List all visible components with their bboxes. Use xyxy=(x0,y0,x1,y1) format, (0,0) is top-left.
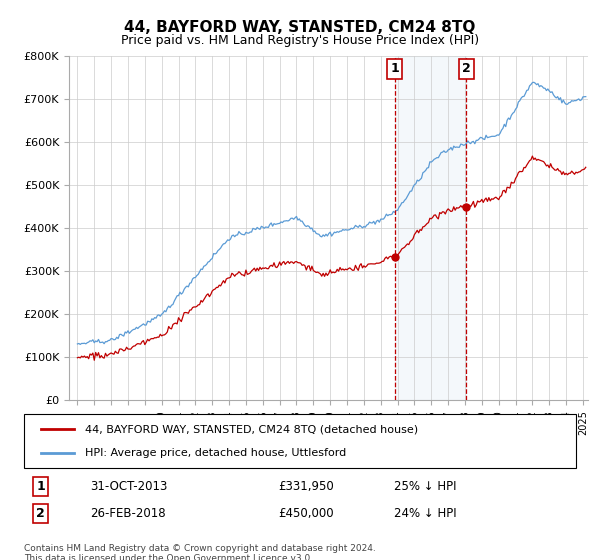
Text: 44, BAYFORD WAY, STANSTED, CM24 8TQ: 44, BAYFORD WAY, STANSTED, CM24 8TQ xyxy=(124,20,476,35)
Text: Contains HM Land Registry data © Crown copyright and database right 2024.
This d: Contains HM Land Registry data © Crown c… xyxy=(24,544,376,560)
Text: 25% ↓ HPI: 25% ↓ HPI xyxy=(394,480,457,493)
Text: £331,950: £331,950 xyxy=(278,480,334,493)
Text: Price paid vs. HM Land Registry's House Price Index (HPI): Price paid vs. HM Land Registry's House … xyxy=(121,34,479,46)
Text: HPI: Average price, detached house, Uttlesford: HPI: Average price, detached house, Uttl… xyxy=(85,447,346,458)
Text: £450,000: £450,000 xyxy=(278,507,334,520)
Text: 2: 2 xyxy=(462,62,471,76)
FancyBboxPatch shape xyxy=(24,414,576,468)
Text: 44, BAYFORD WAY, STANSTED, CM24 8TQ (detached house): 44, BAYFORD WAY, STANSTED, CM24 8TQ (det… xyxy=(85,424,418,435)
Text: 1: 1 xyxy=(391,62,399,76)
Text: 1: 1 xyxy=(36,480,45,493)
Text: 26-FEB-2018: 26-FEB-2018 xyxy=(90,507,166,520)
Text: 2: 2 xyxy=(36,507,45,520)
Bar xyxy=(395,56,466,400)
Text: 31-OCT-2013: 31-OCT-2013 xyxy=(90,480,167,493)
Text: 24% ↓ HPI: 24% ↓ HPI xyxy=(394,507,457,520)
